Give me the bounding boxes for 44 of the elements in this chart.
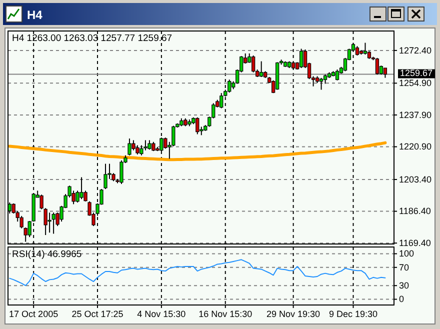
ref-line-label: 1259.67	[400, 68, 433, 78]
x-tick-label: 17 Oct 2005	[9, 309, 58, 319]
line-series	[9, 259, 386, 286]
candlestick	[120, 160, 124, 184]
y-tick-label: 1220.90	[399, 142, 432, 152]
y-tick-label: 1186.40	[399, 206, 431, 216]
candlestick	[335, 69, 340, 81]
candlestick	[152, 141, 156, 152]
candlestick	[52, 212, 56, 234]
candlestick	[363, 42, 368, 56]
candlestick	[252, 55, 256, 73]
line-series	[8, 141, 387, 162]
candlestick	[80, 176, 84, 200]
y-tick-label: 1254.90	[399, 78, 432, 88]
candlestick	[132, 140, 136, 151]
candlestick	[104, 163, 108, 190]
candlestick	[299, 48, 304, 69]
x-tick-label: 16 Nov 15:30	[198, 309, 252, 319]
candlestick	[196, 116, 200, 135]
x-tick-label: 25 Oct 17:25	[72, 309, 124, 319]
x-tick-label: 9 Dec 19:30	[328, 309, 378, 319]
y-tick-label: 1169.40	[399, 238, 431, 248]
candlestick	[260, 60, 264, 78]
y-tick-label: 0	[399, 294, 404, 304]
y-tick-label: 1203.40	[399, 174, 432, 184]
y-tick-label: 1272.40	[399, 45, 432, 56]
candlestick	[20, 215, 24, 229]
candlestick	[319, 77, 324, 90]
x-tick-label: 29 Nov 19:30	[266, 309, 320, 319]
candlestick	[220, 92, 224, 109]
text: H4	[27, 8, 43, 22]
y-tick-label: 1237.90	[399, 110, 432, 120]
candlestick	[383, 67, 388, 78]
candlestick	[48, 212, 52, 234]
candlestick	[375, 57, 380, 76]
candlestick	[355, 46, 360, 56]
x-tick-label: 4 Nov 15:30	[137, 309, 186, 319]
candlestick	[148, 140, 152, 150]
chart-title: H4 1263.00 1263.03 1257.77 1259.67	[12, 33, 172, 44]
y-tick-label: 70	[399, 262, 410, 272]
y-tick-label: 30	[399, 280, 410, 290]
chart-title: RSI(14) 46.9965	[12, 249, 82, 260]
candlestick	[128, 138, 132, 156]
y-tick-label: 100	[399, 248, 414, 259]
